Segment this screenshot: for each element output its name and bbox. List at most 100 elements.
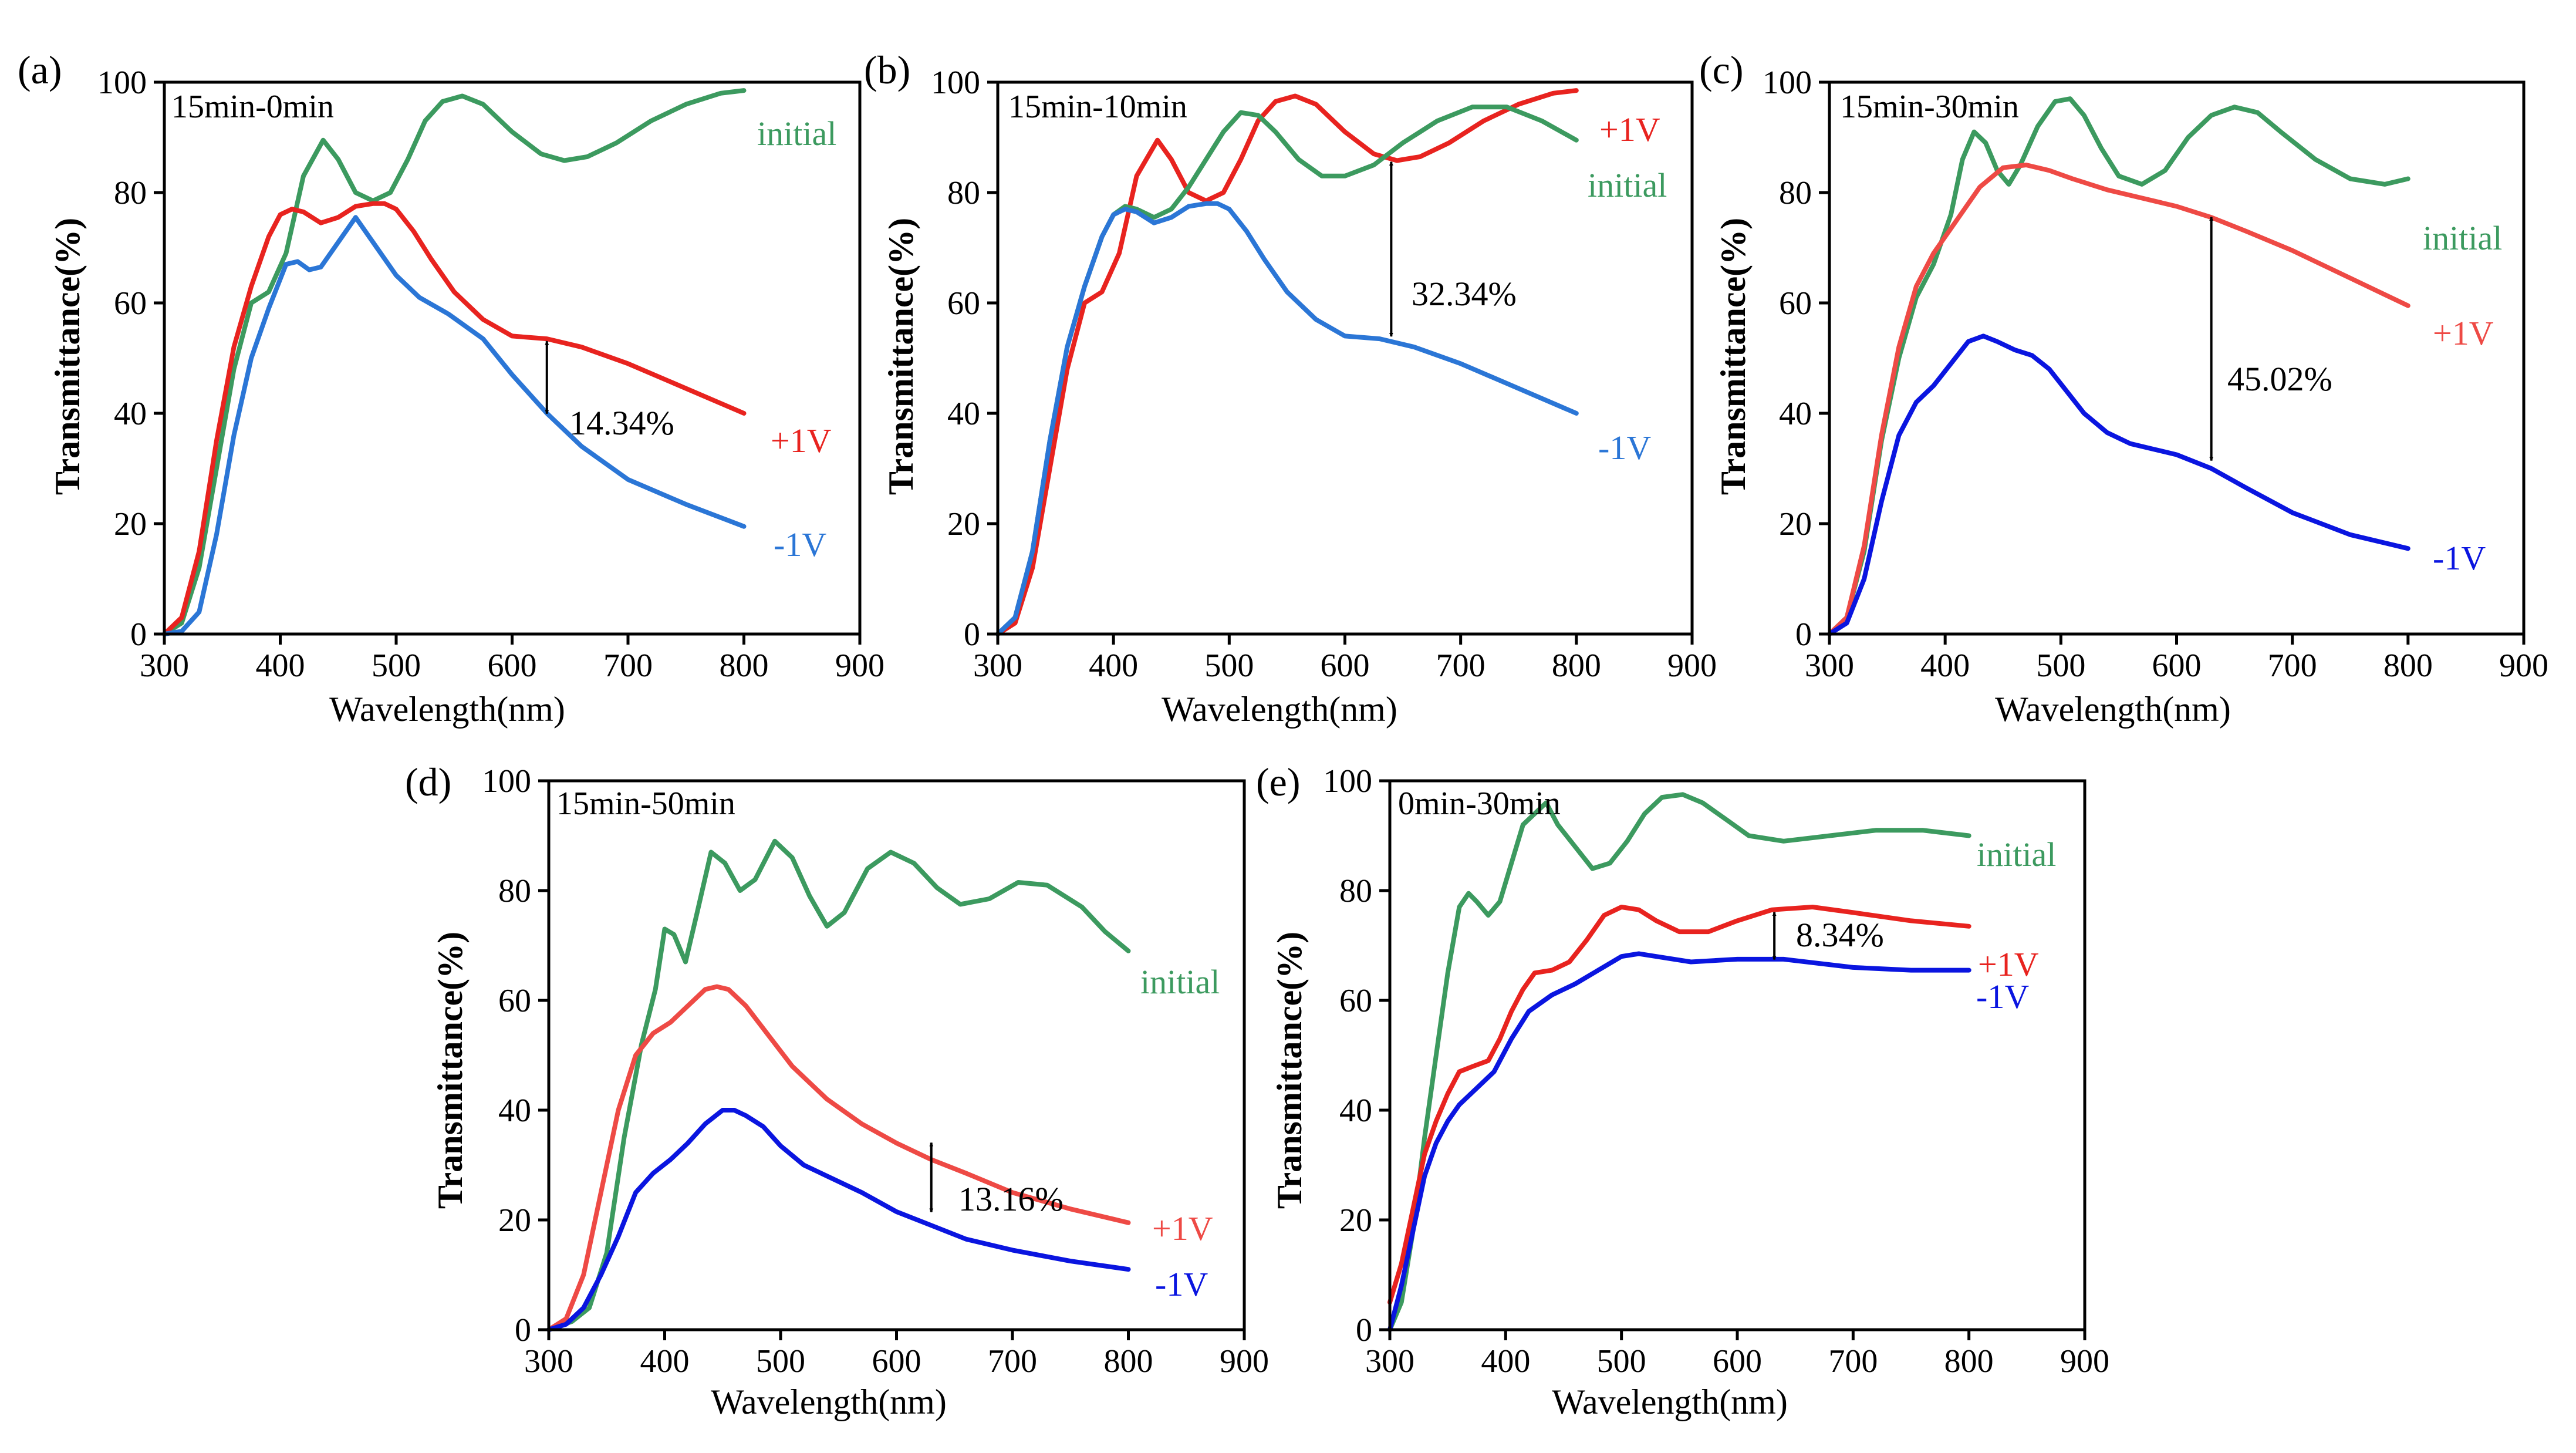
panel-c: (c) 15min-30min Wavelength(nm) Transmitt… <box>1699 48 2548 729</box>
series-label-minus1v: -1V <box>1976 977 2029 1016</box>
y-tick-label: 100 <box>482 763 531 800</box>
series-label-plus1v: +1V <box>2433 314 2494 352</box>
difference-annotation: 32.34% <box>1412 275 1517 313</box>
series-label-plus1v: +1V <box>1978 945 2039 983</box>
x-tick-label: 400 <box>1089 648 1138 684</box>
series-line-minus1v <box>162 215 747 636</box>
y-tick-label: 80 <box>1339 873 1372 909</box>
x-tick-label: 500 <box>372 648 421 684</box>
series-label-initial: initial <box>1588 166 1667 204</box>
y-tick-label: 20 <box>947 506 980 542</box>
x-tick-label: 300 <box>973 648 1022 684</box>
x-tick-label: 800 <box>1552 648 1601 684</box>
y-axis-title: Transmittance(%) <box>48 218 87 495</box>
y-tick-label: 0 <box>515 1312 531 1349</box>
y-tick-label: 80 <box>1779 175 1812 211</box>
series-group <box>1387 792 1971 1332</box>
x-axis-title: Wavelength(nm) <box>1162 690 1397 729</box>
series-line-plus1v <box>162 201 747 636</box>
series-line-plus1v <box>995 88 1579 636</box>
series-group <box>546 838 1131 1332</box>
y-axis-title: Transmittance(%) <box>1714 218 1753 495</box>
series-line-initial <box>995 104 1579 636</box>
panel-title: 15min-10min <box>1008 89 1187 125</box>
x-tick-label: 300 <box>524 1343 573 1380</box>
x-tick-label: 700 <box>1436 648 1485 684</box>
x-tick-label: 500 <box>1204 648 1254 684</box>
y-tick-label: 20 <box>498 1202 531 1239</box>
y-tick-label: 80 <box>114 175 147 211</box>
x-tick-label: 800 <box>1104 1343 1153 1380</box>
y-tick-label: 60 <box>947 285 980 322</box>
y-tick-label: 40 <box>498 1093 531 1129</box>
y-tick-label: 20 <box>1779 506 1812 542</box>
x-axis-title: Wavelength(nm) <box>711 1383 947 1421</box>
y-tick-label: 40 <box>114 396 147 432</box>
difference-annotation: 8.34% <box>1796 916 1884 954</box>
x-tick-label: 700 <box>603 648 653 684</box>
x-tick-label: 400 <box>1920 648 1970 684</box>
series-line-initial <box>162 88 747 636</box>
y-tick-label: 40 <box>1779 396 1812 432</box>
y-tick-label: 80 <box>498 873 531 909</box>
panel-title: 15min-50min <box>556 786 735 822</box>
series-group <box>995 88 1579 636</box>
series-line-plus1v <box>1387 905 1971 1305</box>
series-label-plus1v: +1V <box>771 422 832 460</box>
series-group <box>1827 96 2410 636</box>
x-tick-label: 900 <box>835 648 884 684</box>
x-tick-label: 900 <box>2060 1343 2109 1380</box>
x-tick-label: 400 <box>256 648 305 684</box>
series-label-initial: initial <box>2423 219 2502 257</box>
x-tick-label: 800 <box>1944 1343 1994 1380</box>
series-group <box>162 88 747 636</box>
panel-title: 15min-30min <box>1840 89 2019 125</box>
series-label-initial: initial <box>1140 963 1220 1001</box>
y-tick-label: 0 <box>964 616 980 653</box>
x-tick-label: 400 <box>1481 1343 1530 1380</box>
series-label-minus1v: -1V <box>1598 429 1651 467</box>
panel-b: (b) 15min-10min Wavelength(nm) Transmitt… <box>864 48 1717 729</box>
y-tick-label: 0 <box>1356 1312 1372 1349</box>
x-tick-label: 600 <box>488 648 537 684</box>
y-tick-label: 0 <box>1795 616 1812 653</box>
panel-label: (c) <box>1699 48 1743 92</box>
y-tick-label: 100 <box>1323 763 1372 800</box>
series-line-minus1v <box>546 1108 1131 1332</box>
y-tick-label: 100 <box>1763 65 1812 101</box>
x-tick-label: 400 <box>640 1343 690 1380</box>
x-tick-label: 600 <box>872 1343 921 1380</box>
x-tick-label: 300 <box>1805 648 1854 684</box>
panel-label: (b) <box>864 48 910 92</box>
x-tick-label: 700 <box>988 1343 1037 1380</box>
x-tick-label: 900 <box>1220 1343 1269 1380</box>
y-tick-label: 60 <box>498 983 531 1019</box>
y-tick-label: 60 <box>1339 983 1372 1019</box>
difference-annotation: 14.34% <box>569 404 674 442</box>
y-tick-label: 60 <box>114 285 147 322</box>
y-tick-label: 0 <box>130 616 147 653</box>
series-label-minus1v: -1V <box>2433 539 2486 577</box>
panel-e: (e) 0min-30min Wavelength(nm) Transmitta… <box>1256 760 2109 1421</box>
series-label-minus1v: -1V <box>1155 1265 1208 1303</box>
x-tick-label: 500 <box>1597 1343 1646 1380</box>
panel-d: (d) 15min-50min Wavelength(nm) Transmitt… <box>405 760 1269 1421</box>
plot-frame <box>1828 80 2526 636</box>
panel-a: (a) 15min-0min Wavelength(nm) Transmitta… <box>18 48 884 729</box>
series-label-initial: initial <box>757 114 836 153</box>
series-line-initial <box>1827 96 2410 636</box>
y-axis-title: Transmittance(%) <box>431 932 470 1209</box>
y-tick-label: 20 <box>114 506 147 542</box>
y-tick-label: 100 <box>931 65 980 101</box>
series-label-initial: initial <box>1977 835 2056 874</box>
series-label-plus1v: +1V <box>1599 110 1660 149</box>
series-label-plus1v: +1V <box>1152 1209 1213 1248</box>
x-tick-label: 900 <box>2499 648 2548 684</box>
x-tick-label: 600 <box>1321 648 1370 684</box>
x-tick-label: 500 <box>756 1343 805 1380</box>
x-tick-label: 800 <box>2383 648 2433 684</box>
x-tick-label: 300 <box>1365 1343 1414 1380</box>
plot-frame <box>163 80 862 636</box>
series-line-minus1v <box>1827 333 2410 636</box>
